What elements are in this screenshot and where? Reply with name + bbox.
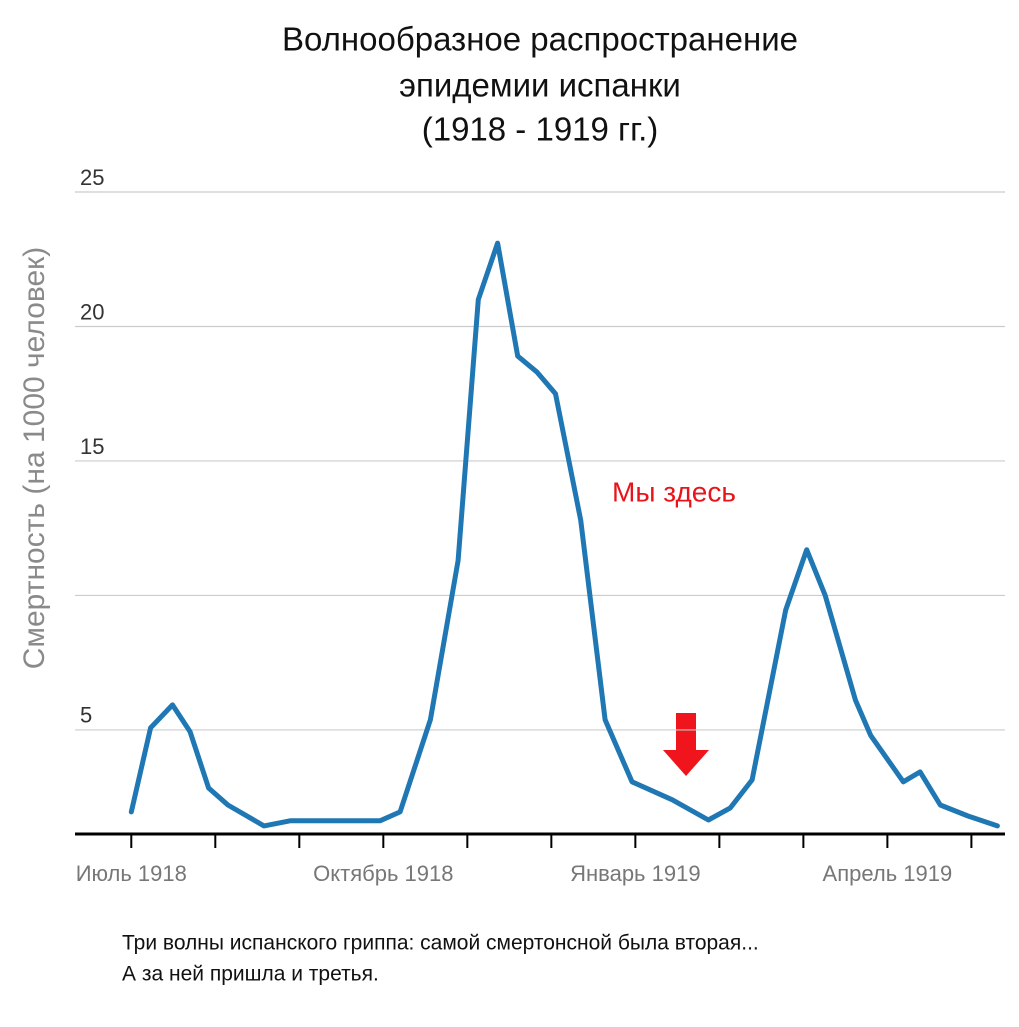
caption: А за ней пришла и третья. — [122, 963, 379, 986]
y-tick-label: 20 — [80, 299, 104, 324]
x-tick-label: Июль 1918 — [76, 861, 187, 886]
caption: Три волны испанского гриппа: самой смерт… — [122, 932, 759, 955]
x-tick-label: Октябрь 1918 — [313, 861, 453, 886]
y-tick-label: 15 — [80, 434, 104, 459]
y-axis-label: Смертность (на 1000 человек) — [18, 247, 51, 670]
annotation: Мы здесь — [612, 476, 736, 507]
arrow — [663, 713, 709, 776]
y-tick-label: 25 — [80, 165, 104, 190]
chart-title: (1918 - 1919 гг.) — [422, 111, 659, 148]
y-tick-label: 5 — [80, 703, 92, 728]
chart-title: эпидемии испанки — [399, 67, 681, 104]
x-tick-label: Апрель 1919 — [823, 861, 953, 886]
chart-title: Волнообразное распространение — [282, 21, 798, 58]
x-tick-label: Январь 1919 — [570, 861, 700, 886]
line — [128, 240, 1000, 829]
